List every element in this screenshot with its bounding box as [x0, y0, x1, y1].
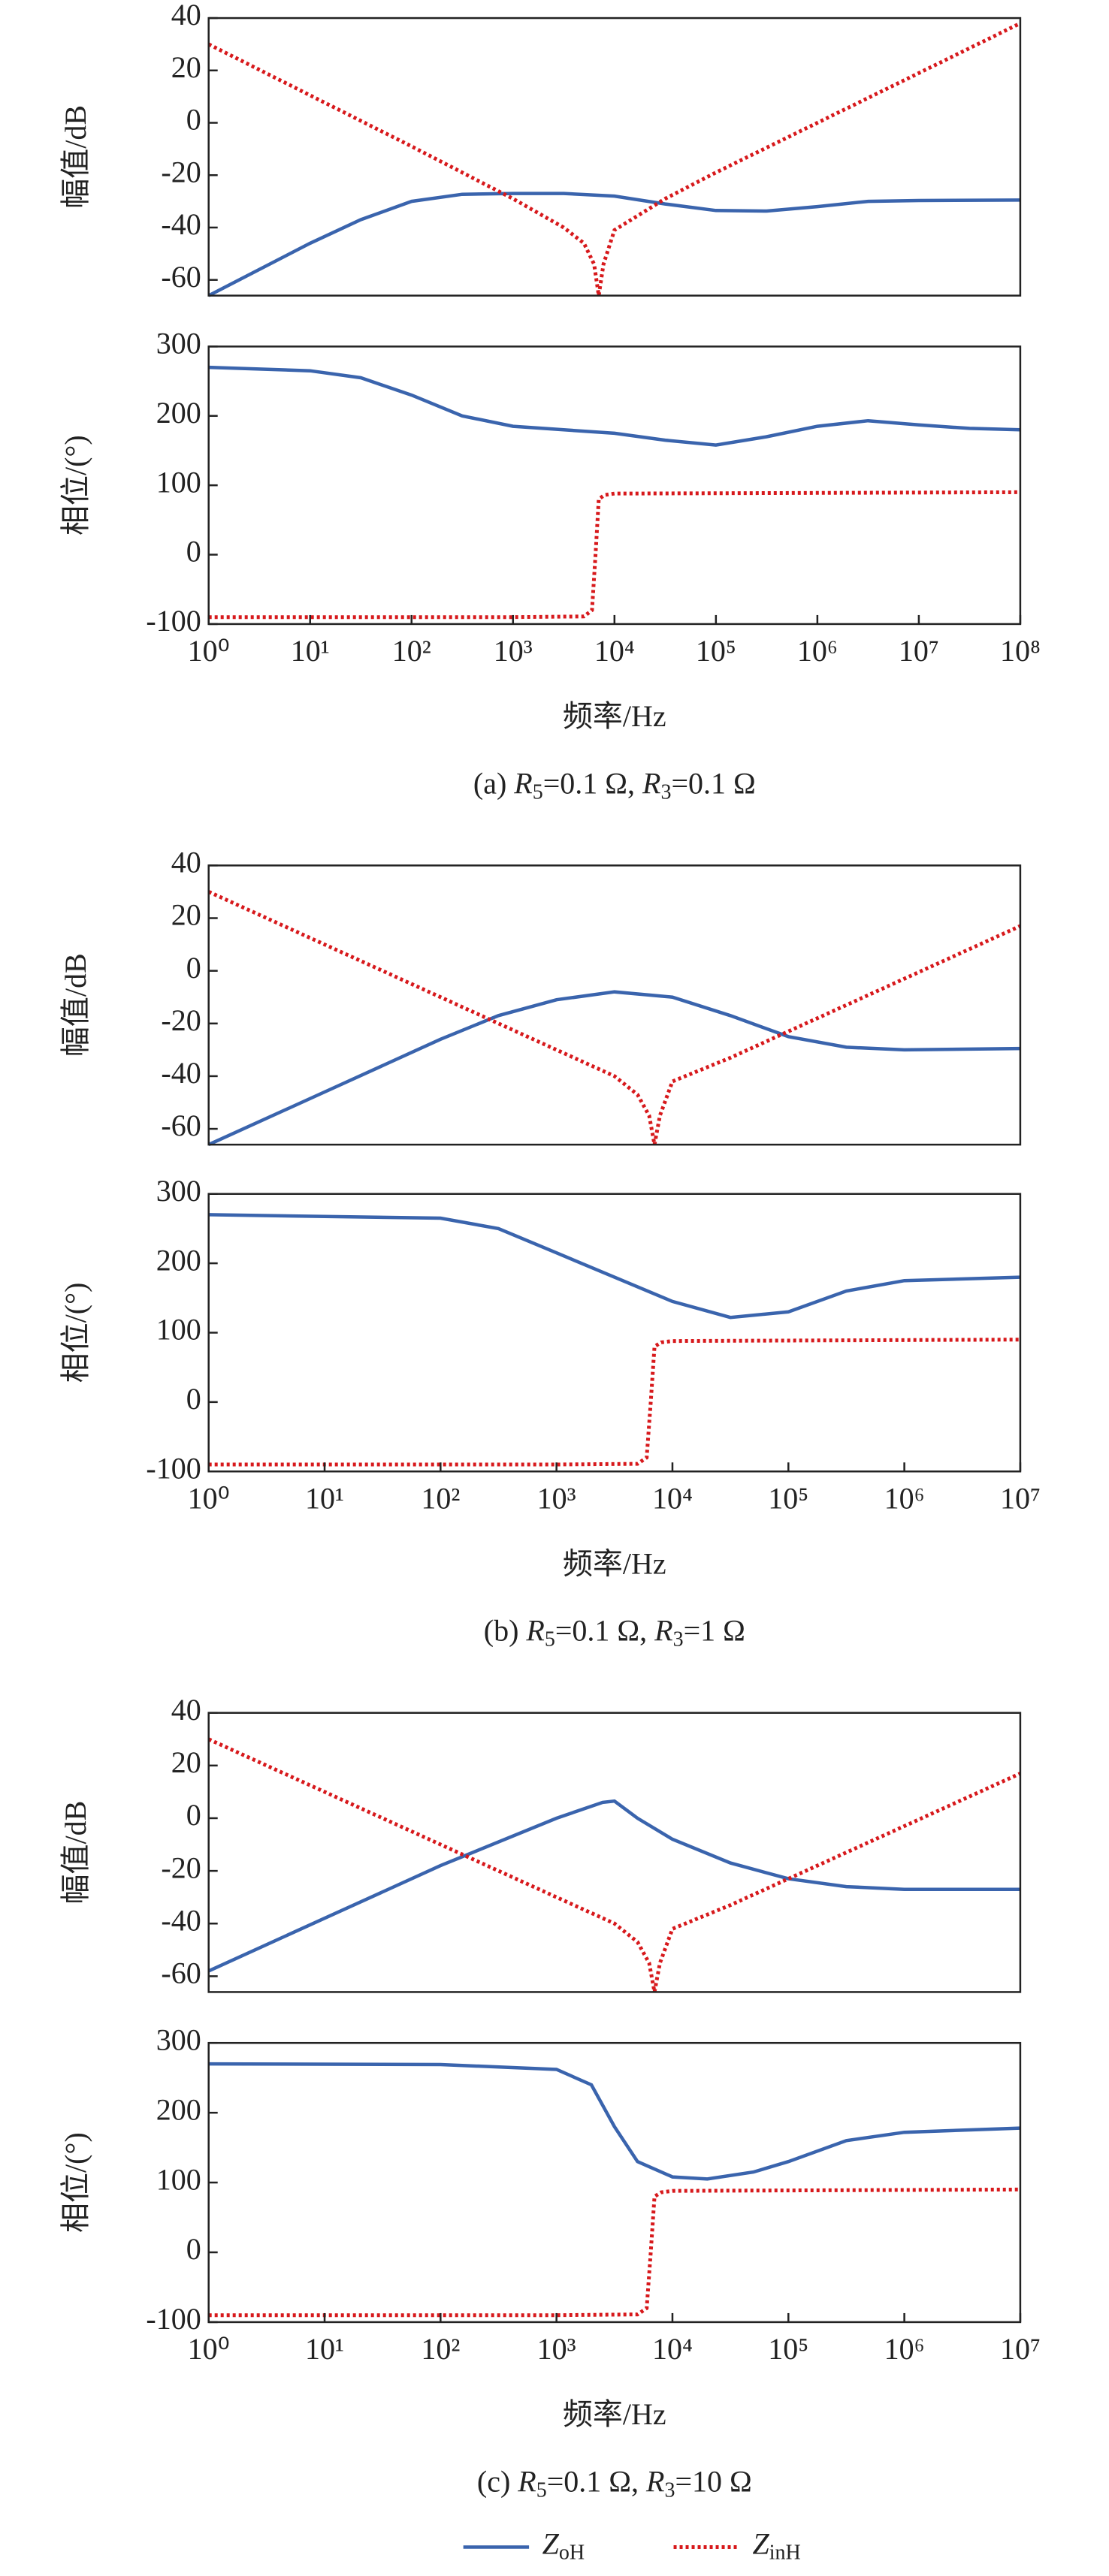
x-tick-label: 10⁸: [1000, 634, 1041, 668]
data-line: [207, 1799, 1020, 1973]
y-tick-label: 200: [156, 2092, 201, 2126]
x-tick-label: 10⁰: [188, 634, 230, 668]
data-line: [208, 1213, 1020, 1320]
plot-frame: [207, 864, 1022, 1146]
data-line: [207, 192, 1020, 297]
y-tick-label: 100: [156, 1313, 201, 1347]
x-tick-label: 10⁷: [899, 634, 939, 668]
data-line: [207, 990, 1020, 1147]
y-tick-label: 0: [186, 1382, 201, 1416]
y-axis-label: 相位/(°): [59, 435, 92, 535]
y-tick-label: -60: [161, 1109, 201, 1142]
y-axis-label: 相位/(°): [59, 1283, 92, 1383]
y-tick-label: 100: [156, 2162, 201, 2196]
y-axis-label: 幅值/dB: [59, 953, 92, 1057]
y-tick-label: 300: [156, 2022, 201, 2056]
y-tick-label: 0: [186, 1798, 201, 1832]
x-axis-label: 频率/Hz: [563, 1546, 666, 1580]
y-tick-label: -20: [161, 1003, 201, 1037]
y-tick-label: -20: [161, 155, 201, 189]
caption: (a) R5​=0.1 Ω, R3​=0.1 Ω: [473, 767, 756, 804]
plot-frame: [207, 2041, 1022, 2324]
y-tick-label: 40: [171, 846, 201, 879]
x-tick-label: 10¹: [305, 2332, 344, 2366]
y-tick-label: -100: [146, 604, 201, 638]
x-axis-label: 频率/Hz: [563, 699, 666, 733]
y-axis-label: 幅值/dB: [59, 105, 92, 209]
x-tick-label: 10¹: [305, 1481, 344, 1515]
y-tick-label: 200: [156, 396, 201, 430]
y-tick-label: 40: [171, 0, 201, 32]
y-tick-label: 300: [156, 327, 201, 360]
legend-label: ZoH: [542, 2527, 585, 2565]
caption: (c) R5​=0.1 Ω, R3​=10 Ω: [477, 2465, 752, 2502]
x-tick-label: 10⁵: [696, 634, 736, 668]
y-tick-label: -20: [161, 1851, 201, 1884]
data-line: [208, 2187, 1020, 2318]
y-tick-label: 20: [171, 1745, 201, 1779]
x-tick-label: 10⁴: [652, 2332, 693, 2366]
plot-frame: [207, 345, 1022, 626]
legend-label: ZinH: [752, 2527, 800, 2565]
y-tick-label: 40: [171, 1693, 201, 1727]
x-tick-label: 10⁷: [1000, 2332, 1041, 2366]
data-line: [207, 21, 1022, 296]
y-tick-label: -40: [161, 1056, 201, 1090]
y-axis-label: 幅值/dB: [59, 1801, 92, 1905]
y-tick-label: 200: [156, 1243, 201, 1277]
data-line: [208, 490, 1020, 620]
y-tick-label: -100: [146, 2302, 201, 2336]
plot-frame: [207, 17, 1022, 297]
y-tick-label: 20: [171, 898, 201, 932]
y-tick-label: 0: [186, 2232, 201, 2266]
x-tick-label: 10⁶: [884, 2332, 925, 2366]
plot-frame: [207, 1712, 1022, 1993]
x-tick-label: 10³: [537, 2332, 576, 2366]
y-tick-label: -60: [161, 260, 201, 294]
y-tick-label: 0: [186, 103, 201, 137]
x-tick-label: 10²: [392, 634, 431, 668]
y-tick-label: 0: [186, 951, 201, 985]
y-tick-label: -40: [161, 1903, 201, 1937]
data-line: [208, 2062, 1020, 2181]
data-line: [208, 1338, 1020, 1467]
data-line: [207, 1737, 1021, 1992]
x-tick-label: 10⁵: [768, 1481, 808, 1515]
x-tick-label: 10⁶: [797, 634, 838, 668]
y-tick-label: 0: [186, 535, 201, 569]
y-tick-label: 20: [171, 50, 201, 84]
y-tick-label: 100: [156, 465, 201, 499]
data-line: [207, 890, 1021, 1145]
y-tick-label: 300: [156, 1174, 201, 1208]
x-tick-label: 10²: [421, 1481, 460, 1515]
caption: (b) R5​=0.1 Ω, R3​=1 Ω: [484, 1614, 745, 1651]
plot-frame: [207, 1193, 1022, 1473]
x-tick-label: 10⁰: [188, 2332, 230, 2366]
y-axis-label: 相位/(°): [59, 2132, 92, 2233]
x-tick-label: 10⁴: [652, 1481, 693, 1515]
x-tick-label: 10⁷: [1000, 1481, 1041, 1515]
x-tick-label: 10⁶: [884, 1481, 925, 1515]
x-tick-label: 10³: [494, 634, 533, 668]
x-tick-label: 10¹: [291, 634, 330, 668]
x-tick-label: 10⁰: [188, 1481, 230, 1515]
x-tick-label: 10³: [537, 1481, 576, 1515]
y-tick-label: -40: [161, 207, 201, 241]
x-tick-label: 10²: [421, 2332, 460, 2366]
data-line: [208, 365, 1020, 447]
x-axis-label: 频率/Hz: [563, 2397, 666, 2431]
x-tick-label: 10⁵: [768, 2332, 808, 2366]
y-tick-label: -100: [146, 1451, 201, 1485]
x-tick-label: 10⁴: [594, 634, 635, 668]
y-tick-label: -60: [161, 1956, 201, 1990]
